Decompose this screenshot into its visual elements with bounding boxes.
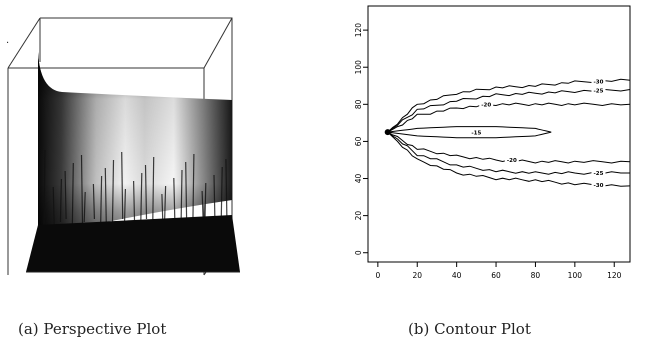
y-tick-label: 0 [354, 250, 363, 255]
surface-streak [164, 185, 167, 223]
surface-streak [173, 177, 176, 220]
contour-level-label: -25 [594, 89, 604, 95]
perspective-plot: · [0, 0, 260, 290]
y-tick-label: 100 [354, 60, 363, 75]
contour-level-label: -25 [594, 171, 604, 177]
contour-line [387, 88, 631, 133]
surface-streak [104, 167, 107, 226]
y-tick-label: 40 [354, 174, 363, 184]
surface-streak [144, 164, 148, 220]
contour-level-label: -20 [481, 103, 491, 109]
contour-line [387, 131, 631, 187]
surface-streak [43, 149, 46, 229]
surface-streak [192, 153, 195, 223]
y-tick-label: 20 [354, 211, 363, 221]
contour-label-bg [591, 86, 606, 94]
contour-label-bg [504, 155, 519, 163]
surface-streak [64, 170, 67, 220]
contour-line [387, 102, 631, 133]
x-tick-label: 60 [491, 271, 501, 280]
contour-line [387, 131, 631, 164]
surface-streak [111, 159, 115, 223]
surface-streak [152, 156, 155, 229]
x-tick-label: 20 [412, 271, 422, 280]
contour-plot-svg: 0 20 40 60 80 100 120 0 20 40 60 80 100 120 -15 -20 -20 -… [354, 5, 631, 280]
surface-streak [220, 166, 223, 223]
contour-label-bg [591, 77, 606, 85]
surface-streak [59, 178, 62, 223]
x-tick-label: 100 [568, 271, 583, 280]
surface-streak [80, 154, 84, 226]
contour-label-bg [469, 128, 484, 136]
surface-streak [92, 183, 95, 220]
caption-contour-plot: (b) Contour Plot [408, 320, 531, 338]
contour-origin-point [384, 129, 391, 136]
surface-streak [83, 191, 86, 223]
y-tick-label: 80 [354, 99, 363, 109]
surface-streak [100, 175, 103, 229]
perspective-tick-mark: · [6, 38, 9, 49]
contour-line [387, 131, 630, 175]
contour-level-label: -20 [507, 158, 517, 164]
perspective-surface [38, 52, 232, 240]
x-tick-label: 0 [375, 271, 380, 280]
contour-line [387, 78, 631, 133]
caption-perspective-plot: (a) Perspective Plot [18, 320, 167, 338]
surface-streak [133, 180, 136, 226]
contour-label-bg [479, 100, 494, 108]
contour-label-bg [591, 181, 606, 189]
x-tick-label: 120 [607, 271, 622, 280]
x-tick-label: 80 [531, 271, 541, 280]
surface-streak [121, 151, 124, 220]
contour-level-label: -30 [594, 79, 604, 85]
contour-line [387, 126, 552, 139]
contour-level-label: -30 [594, 183, 604, 189]
contour-plot: 0 20 40 60 80 100 120 0 20 40 60 80 100 120 -15 -20 -20 -… [330, 0, 647, 290]
perspective-floor [26, 215, 240, 272]
surface-streak [201, 190, 204, 220]
x-tick-label: 40 [452, 271, 462, 280]
surface-streak [185, 161, 188, 226]
perspective-plot-svg: · [6, 17, 240, 276]
plot-frame [367, 5, 631, 263]
surface-streak [52, 186, 55, 226]
y-tick-label: 60 [354, 136, 363, 146]
surface-streak [225, 158, 228, 220]
contour-label-bg [591, 168, 606, 176]
surface-streak [140, 172, 143, 223]
surface-streak [71, 162, 74, 229]
contour-level-label: -15 [471, 130, 481, 136]
y-tick-label: 120 [354, 23, 363, 38]
